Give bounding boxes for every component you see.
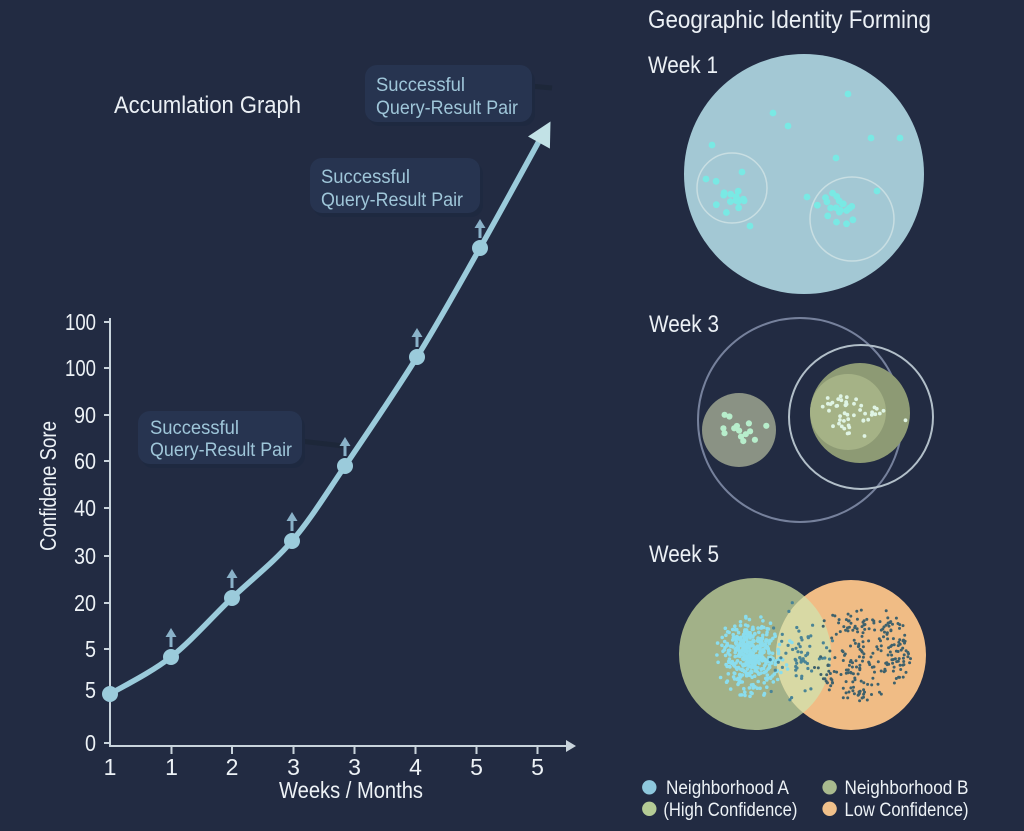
svg-text:Neighborhood B: Neighborhood B (845, 778, 969, 799)
svg-text:Query-Result Pair: Query-Result Pair (150, 440, 293, 461)
svg-text:60: 60 (74, 448, 96, 474)
svg-text:1: 1 (165, 754, 178, 780)
svg-text:2: 2 (226, 754, 239, 780)
svg-text:4: 4 (409, 754, 422, 780)
svg-text:5: 5 (85, 677, 96, 703)
svg-text:(High Confidence): (High Confidence) (663, 800, 797, 821)
svg-text:100: 100 (65, 355, 96, 381)
svg-text:Geographic Identity Forming: Geographic Identity Forming (648, 6, 931, 34)
svg-text:Query-Result Pair: Query-Result Pair (321, 190, 464, 211)
svg-text:3: 3 (287, 754, 300, 780)
svg-text:30: 30 (74, 543, 96, 569)
svg-text:Query-Result Pair: Query-Result Pair (376, 98, 519, 119)
svg-text:Successful: Successful (376, 75, 465, 96)
svg-text:Successful: Successful (321, 167, 410, 188)
svg-text:Weeks / Months: Weeks / Months (279, 777, 423, 803)
svg-text:0: 0 (85, 730, 96, 756)
svg-text:5: 5 (85, 636, 96, 662)
svg-text:Low Confidence): Low Confidence) (845, 800, 969, 821)
svg-text:Successful: Successful (150, 418, 239, 439)
svg-text:5: 5 (470, 754, 483, 780)
svg-text:100: 100 (65, 309, 96, 335)
svg-text:20: 20 (74, 590, 96, 616)
svg-text:40: 40 (74, 495, 96, 521)
svg-text:Accumlation Graph: Accumlation Graph (114, 92, 301, 119)
svg-text:Neighborhood A: Neighborhood A (666, 778, 789, 799)
svg-text:90: 90 (74, 402, 96, 428)
svg-text:1: 1 (104, 754, 117, 780)
svg-text:Week 1: Week 1 (648, 52, 718, 79)
svg-text:Week 3: Week 3 (649, 311, 719, 338)
svg-text:Week 5: Week 5 (649, 541, 719, 568)
svg-text:3: 3 (348, 754, 361, 780)
svg-text:Confidene Sore: Confidene Sore (35, 421, 61, 551)
svg-text:5: 5 (531, 754, 544, 780)
